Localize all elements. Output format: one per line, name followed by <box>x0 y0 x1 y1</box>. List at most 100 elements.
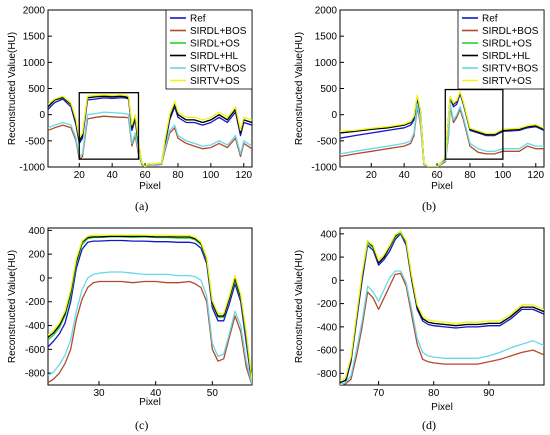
panel-b-ytick-label: -500 <box>317 136 337 147</box>
panel-a-lines <box>48 94 252 167</box>
panel-b-legend-label: SIRTV+OS <box>482 76 532 87</box>
panel-d-xlabel: Pixel <box>431 402 453 413</box>
panel-b-ytick-label: 500 <box>320 84 337 95</box>
panel-c-ticks: 30 40 50 -800 -600 -400 -200 0 200 400 <box>25 226 218 399</box>
panel-a-legend-label: Ref <box>190 14 206 25</box>
panel-c-xtick-label: 50 <box>207 388 219 399</box>
panel-b-legend-label: SIRDL+HL <box>482 51 531 62</box>
panel-d: 70 80 90 -800 -600 -400 -200 0 200 400 Pixel Reco… <box>294 227 545 432</box>
panel-a-zoom-rect <box>78 92 140 160</box>
panel-c-plot-area <box>47 227 253 386</box>
panel-c-xtick-label: 30 <box>93 388 105 399</box>
panel-d-ytick-label: -200 <box>317 299 337 310</box>
panel-b-caption: (b) <box>422 199 436 213</box>
panel-d-ytick-label: 0 <box>331 276 337 287</box>
panel-b-xtick-label: 40 <box>399 170 411 181</box>
panel-c-series-sirtv-bos <box>48 271 252 384</box>
panel-b: 20 40 60 80 100 120-1000-5000500100015002000 … <box>294 6 545 214</box>
panel-d-plot-area <box>339 227 545 386</box>
panel-b-xtick-label: 60 <box>432 170 444 181</box>
panel-a-ytick-label: 1500 <box>23 32 46 43</box>
panel-c-lines <box>48 234 252 385</box>
panel-c-ytick-label: 0 <box>39 273 45 284</box>
panel-b-series-sirtv-os <box>340 90 544 167</box>
panel-d-caption: (d) <box>422 418 436 432</box>
panel-c-xlabel: Pixel <box>139 397 161 408</box>
panel-b-xtick-label: 120 <box>527 170 544 181</box>
panel-c-caption: (c) <box>135 418 148 432</box>
panel-a-xtick-label: 100 <box>203 170 220 181</box>
panel-d-ytick-label: 200 <box>320 253 337 264</box>
panel-a-legend-box <box>165 9 253 90</box>
panel-d-xtick-label: 70 <box>373 388 385 399</box>
panel-d-lines <box>340 230 544 385</box>
panel-d-ytick-label: -400 <box>317 322 337 333</box>
panel-a-ytick-label: 1000 <box>23 58 46 69</box>
panel-c-ytick-label: 400 <box>28 226 45 237</box>
panel-b-xlabel: Pixel <box>431 181 453 192</box>
panel-b-legend-box <box>457 9 545 90</box>
panel-a-xtick-label: 60 <box>140 170 152 181</box>
panel-b-ytick-label: -1000 <box>311 163 337 174</box>
panel-a-caption: (a) <box>135 199 148 213</box>
panel-b-xtick-label: 100 <box>495 170 512 181</box>
panel-d-series-sirtv-bos <box>340 270 544 385</box>
panel-a-xlabel: Pixel <box>139 181 161 192</box>
panel-b-legend-label: SIRTV+BOS <box>482 64 539 75</box>
panel-a-ytick-label: -1000 <box>19 163 45 174</box>
panel-a-xtick-label: 80 <box>172 170 184 181</box>
panel-c: 30 40 50 -800 -600 -400 -200 0 200 400 Pixel Reco… <box>7 226 253 432</box>
panel-b-ytick-label: 1500 <box>315 32 338 43</box>
panel-a-ytick-label: 0 <box>39 110 45 121</box>
panel-b-legend-label: Ref <box>482 14 498 25</box>
panel-a-ytick-label: 2000 <box>23 6 46 17</box>
panel-b-zoom-box <box>444 88 504 160</box>
panel-b-xtick-label: 80 <box>464 170 476 181</box>
panel-b-lines <box>340 90 544 167</box>
panel-a-zoom-box <box>78 92 140 160</box>
panel-c-ytick-label: 200 <box>28 250 45 261</box>
panel-d-series-sirtv-os <box>340 230 544 381</box>
panel-c-ytick-label: -600 <box>25 345 45 356</box>
panel-a-xtick-label: 120 <box>235 170 252 181</box>
panel-c-series-ref <box>48 239 252 385</box>
panel-c-series-sirtv-os <box>48 234 252 381</box>
panel-a-legend-label: SIRTV+OS <box>190 76 240 87</box>
panel-b-legend-label: SIRDL+BOS <box>482 26 539 37</box>
panel-c-ylabel: Reconstructed Value(HU) <box>7 250 18 363</box>
panel-c-series-sirdl-bos <box>48 280 252 385</box>
panel-a-ytick-label: 500 <box>28 84 45 95</box>
panel-d-xtick-label: 90 <box>483 388 495 399</box>
panel-a-legend-label: SIRDL+HL <box>190 51 239 62</box>
panel-c-ytick-label: -400 <box>25 321 45 332</box>
panel-b-ticks: 20 40 60 80 100 120 -1000 -500 0 500 1000 1500 2000 <box>311 6 544 182</box>
panel-b-ylabel: Reconstructed Value(HU) <box>294 32 305 145</box>
panel-a-legend-label: SIRDL+BOS <box>190 26 247 37</box>
panel-a-ylabel: Reconstructed Value(HU) <box>7 32 18 145</box>
panel-d-series-sirdl-bos <box>340 272 544 385</box>
panel-b-ytick-label: 0 <box>331 110 337 121</box>
panel-a-xtick-label: 20 <box>74 170 86 181</box>
panel-a-legend-label: SIRDL+OS <box>190 39 240 50</box>
panel-d-ticks: 70 80 90 -800 -600 -400 -200 0 200 400 <box>317 229 495 399</box>
panel-c-ytick-label: -200 <box>25 297 45 308</box>
panel-d-ytick-label: 400 <box>320 229 337 240</box>
panel-c-ytick-label: -800 <box>25 369 45 380</box>
panel-d-xtick-label: 80 <box>428 388 440 399</box>
panel-d-ytick-label: -600 <box>317 346 337 357</box>
panel-a-xtick-label: 40 <box>107 170 119 181</box>
panel-b-xtick-label: 20 <box>366 170 378 181</box>
panel-a-series-sirtv-os <box>48 94 252 167</box>
panel-a-ytick-label: -500 <box>25 136 45 147</box>
panel-d-ytick-label: -800 <box>317 369 337 380</box>
panel-b-series-sirtv-bos <box>340 103 544 167</box>
panel-a-ticks: 20 40 60 80 100 120 -1000 -500 0 500 1000 1500 2000 <box>19 6 252 182</box>
panel-d-ylabel: Reconstructed Value(HU) <box>294 250 305 363</box>
panel-b-ytick-label: 2000 <box>315 6 338 17</box>
panel-a: 20 40 60 80 100 120-1000-5000500100015002000 … <box>7 6 253 214</box>
panel-c-xtick-label: 40 <box>150 388 162 399</box>
panel-a-legend-label: SIRTV+BOS <box>190 64 247 75</box>
